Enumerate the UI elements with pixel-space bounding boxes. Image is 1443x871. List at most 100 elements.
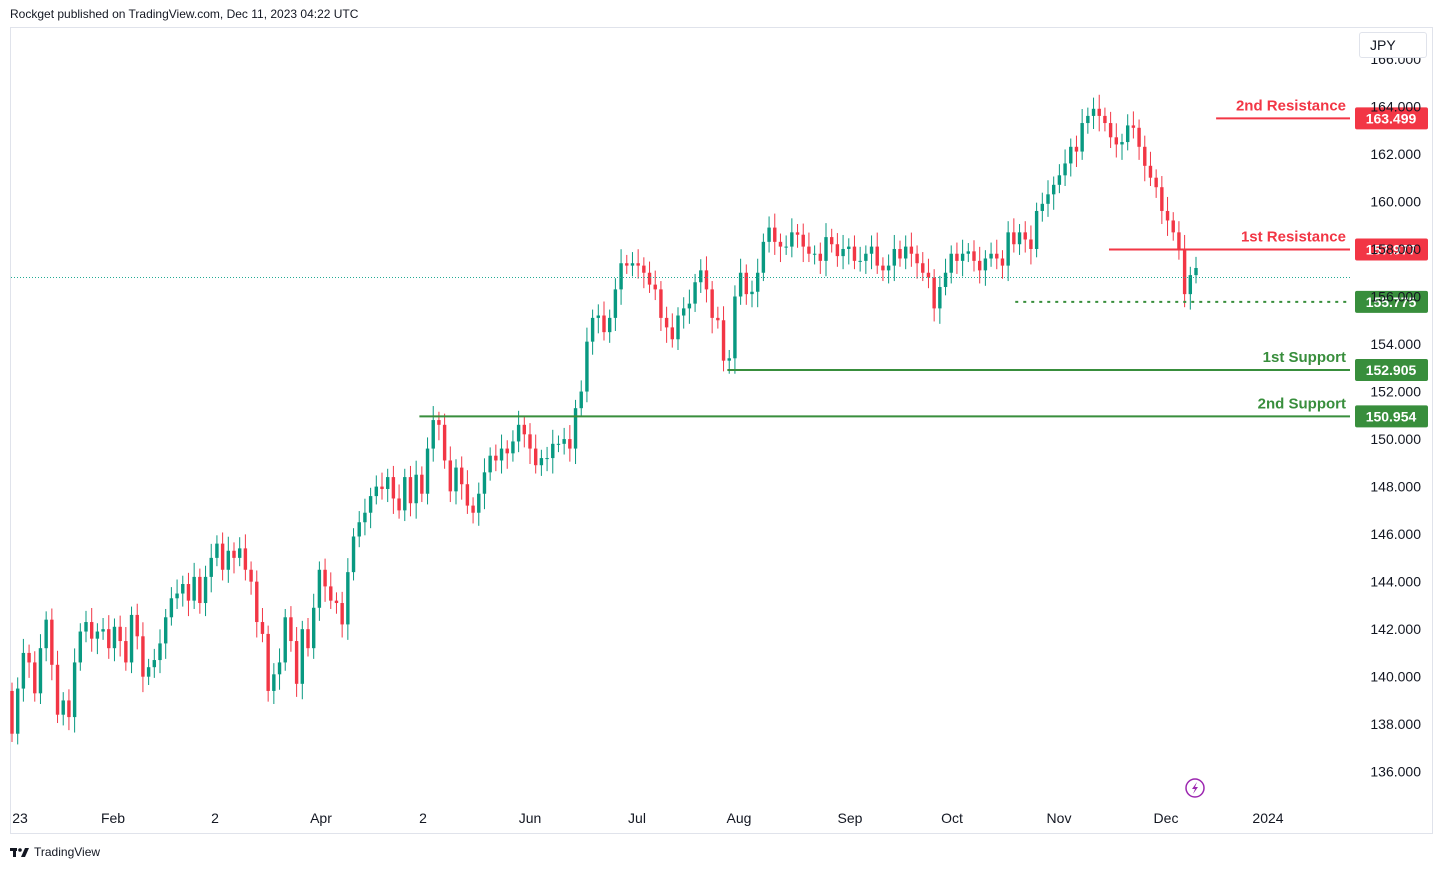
- candle-body: [363, 512, 367, 523]
- x-tick-label: Nov: [1047, 810, 1072, 826]
- candle-body: [642, 265, 646, 273]
- x-tick-label: Feb: [101, 810, 125, 826]
- level-name-label: 1st Resistance: [1241, 229, 1346, 246]
- candle-body: [670, 327, 675, 340]
- candle-body: [852, 246, 857, 261]
- candle-body: [539, 458, 544, 466]
- candle-body: [977, 260, 982, 271]
- candle-body: [10, 690, 14, 734]
- candles-layer: [10, 94, 1198, 745]
- candle-body: [619, 263, 623, 290]
- candle-body: [403, 477, 407, 511]
- candle-body: [892, 248, 897, 266]
- candle-body: [864, 253, 868, 261]
- candle-body: [89, 622, 94, 639]
- candle-body: [112, 626, 117, 649]
- candle-body: [784, 246, 788, 248]
- candle-body: [824, 237, 828, 261]
- candle-body: [1029, 239, 1033, 249]
- candle-body: [522, 424, 527, 435]
- candle-body: [158, 643, 162, 661]
- candle-body: [818, 253, 823, 261]
- candle-body: [101, 629, 105, 632]
- candle-body: [175, 593, 179, 599]
- candle-body: [38, 648, 43, 694]
- y-tick-label: 160.000: [1370, 193, 1421, 209]
- candle-body: [203, 576, 208, 604]
- candle-body: [568, 439, 572, 449]
- candle-body: [898, 248, 902, 259]
- candle-body: [995, 253, 999, 259]
- candle-body: [761, 241, 766, 273]
- candle-body: [67, 700, 71, 718]
- candle-body: [27, 652, 31, 663]
- candle-body: [579, 391, 583, 409]
- y-tick-label: 142.000: [1370, 621, 1421, 637]
- candle-body: [249, 569, 253, 582]
- candle-body: [380, 486, 384, 489]
- candle-body: [505, 448, 509, 454]
- candle-body: [938, 287, 942, 309]
- candle-body: [1034, 210, 1039, 249]
- candle-body: [625, 263, 629, 266]
- candle-body: [146, 667, 151, 677]
- candle-body: [448, 460, 453, 492]
- y-tick-label: 138.000: [1370, 716, 1421, 732]
- candle-body: [1148, 165, 1153, 178]
- candle-body: [556, 443, 561, 445]
- candle-body: [346, 572, 350, 625]
- candle-body: [385, 477, 390, 489]
- candle-body: [659, 289, 663, 318]
- level-price-label: 150.954: [1366, 408, 1417, 424]
- candle-body: [1091, 108, 1096, 116]
- candle-body: [283, 617, 287, 663]
- candle-body: [528, 434, 532, 449]
- candle-body: [653, 284, 657, 290]
- x-tick-label: 2: [211, 810, 219, 826]
- candle-body: [1051, 184, 1056, 195]
- candle-body: [1103, 115, 1107, 124]
- candle-body: [186, 584, 191, 601]
- y-tick-label: 140.000: [1370, 669, 1421, 685]
- candle-body: [44, 619, 48, 649]
- candle-body: [858, 260, 862, 262]
- level-price-label: 152.905: [1366, 362, 1417, 378]
- level-name-label: 1st Support: [1263, 349, 1346, 366]
- candle-body: [357, 522, 361, 537]
- candle-body: [955, 253, 959, 261]
- level-name-label: 2nd Resistance: [1236, 97, 1346, 114]
- candle-body: [1182, 248, 1187, 295]
- time-axis: 23 Feb 2 Apr 2 Jun Jul Aug Sep Oct Nov Dec 2024: [12, 810, 1284, 826]
- candle-body: [459, 467, 464, 485]
- candle-body: [1120, 142, 1124, 145]
- candle-body: [1188, 275, 1193, 295]
- candle-body: [915, 253, 919, 264]
- level-price-label: 155.775: [1366, 294, 1417, 310]
- candle-body: [562, 439, 566, 444]
- candle-body: [1194, 267, 1198, 276]
- candle-body: [647, 272, 652, 285]
- candle-body: [812, 253, 817, 255]
- candle-body: [590, 317, 595, 342]
- candle-body: [1160, 187, 1164, 211]
- x-tick-label: 23: [12, 810, 28, 826]
- chart-frame[interactable]: [10, 27, 1433, 834]
- x-tick-label: Jun: [519, 810, 542, 826]
- candle-body: [397, 498, 401, 511]
- candle-body: [966, 251, 971, 254]
- level-price-badge: [1355, 290, 1428, 313]
- candle-body: [773, 227, 777, 242]
- currency-selector[interactable]: JPY: [1359, 32, 1427, 58]
- candle-body: [602, 315, 606, 333]
- y-tick-label: 158.000: [1370, 241, 1421, 257]
- candle-body: [847, 246, 851, 249]
- candle-body: [687, 303, 692, 309]
- candle-body: [932, 277, 936, 309]
- candle-body: [255, 581, 259, 623]
- lightning-icon[interactable]: [1185, 778, 1205, 798]
- y-tick-label: 154.000: [1370, 336, 1421, 352]
- candle-body: [681, 308, 686, 316]
- candle-body: [1108, 123, 1113, 138]
- y-tick-label: 144.000: [1370, 574, 1421, 590]
